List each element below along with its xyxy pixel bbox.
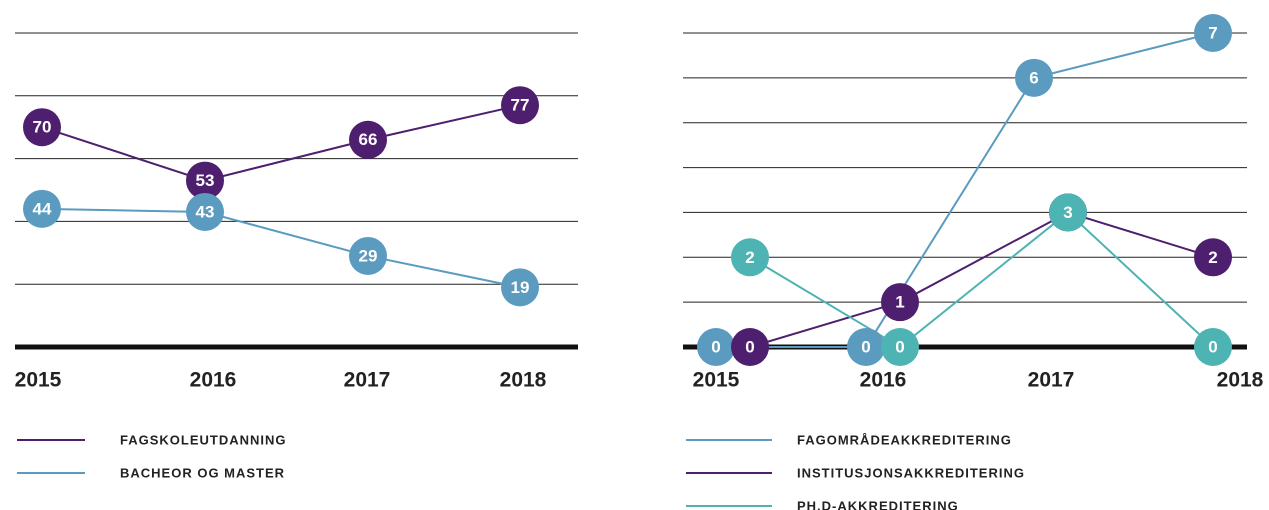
line: [716, 32, 1214, 348]
point: [186, 161, 224, 200]
point: [349, 120, 387, 159]
point-label: 19: [511, 278, 530, 297]
line: [41, 207, 521, 289]
point: [501, 268, 539, 307]
point: [847, 328, 885, 366]
point: [501, 86, 539, 125]
point-label: 3: [1063, 203, 1072, 222]
point-label: 2: [1208, 248, 1217, 267]
point-label: 70: [33, 118, 52, 137]
point-label: 53: [196, 171, 215, 190]
point-label: 0: [861, 337, 870, 356]
point: [731, 238, 769, 277]
point: [1194, 14, 1232, 52]
point-label: 77: [511, 96, 530, 115]
x-tick-label: 2017: [344, 369, 391, 392]
point: [731, 328, 769, 366]
point-label: 6: [1029, 68, 1038, 87]
point-label: 2: [745, 248, 754, 267]
x-tick-label: 2016: [190, 369, 237, 392]
point-label: 44: [33, 199, 52, 218]
point: [23, 108, 61, 147]
point-label: 0: [1208, 337, 1217, 356]
point: [1049, 193, 1087, 232]
point-label: 0: [895, 337, 904, 356]
point: [186, 192, 224, 231]
point: [349, 236, 387, 275]
legend-label: INSTITUSJONSAKKREDITERING: [797, 465, 1025, 480]
x-tick-label: 2017: [1028, 369, 1075, 392]
point-label: 7: [1208, 23, 1217, 42]
point: [697, 328, 735, 366]
point: [1015, 58, 1053, 97]
x-tick-label: 2015: [15, 369, 62, 392]
point: [1194, 238, 1232, 277]
x-tick-label: 2015: [693, 369, 740, 392]
x-tick-label: 2016: [860, 369, 907, 392]
point: [23, 189, 61, 228]
point: [881, 283, 919, 322]
x-tick-label: 2018: [1217, 369, 1264, 392]
line: [41, 104, 521, 182]
legend-label: FAGOMRÅDEAKKREDITERING: [797, 432, 1012, 447]
legend-label: BACHEOR OG MASTER: [120, 465, 285, 480]
point-label: 43: [196, 202, 215, 221]
line: [749, 211, 1214, 349]
point: [1194, 328, 1232, 366]
point: [881, 328, 919, 366]
legend-label: FAGSKOLEUTDANNING: [120, 432, 287, 447]
point-label: 1: [895, 293, 904, 312]
x-tick-label: 2018: [500, 369, 547, 392]
line: [749, 211, 1214, 348]
point-label: 66: [359, 130, 378, 149]
point-label: 29: [359, 246, 378, 265]
point-label: 0: [711, 337, 720, 356]
point-label: 0: [745, 337, 754, 356]
legend-label: PH.D-AKKREDITERING: [797, 498, 959, 510]
